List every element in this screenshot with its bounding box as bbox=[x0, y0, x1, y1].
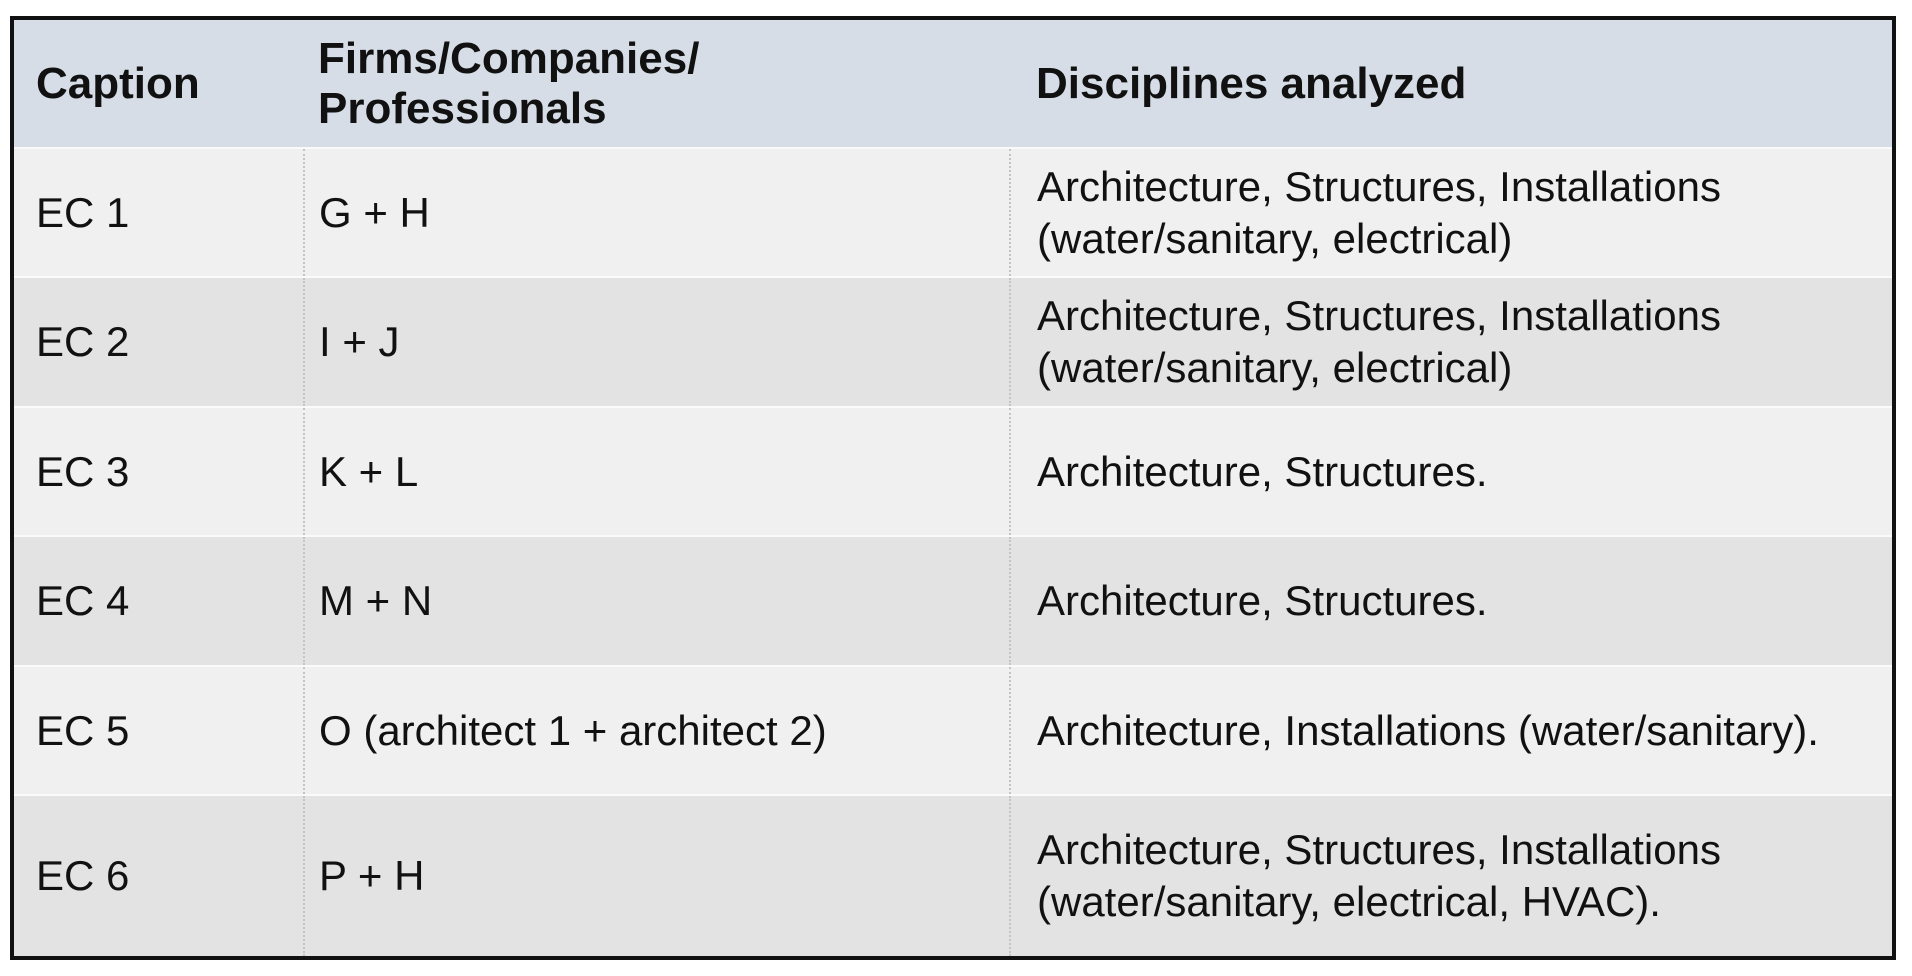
disciplines-table-frame: Caption Firms/Companies/ Professionals D… bbox=[10, 16, 1896, 960]
cell-disciplines: Architecture, Installations (water/sanit… bbox=[1009, 665, 1892, 796]
cell-caption: EC 1 bbox=[14, 148, 304, 278]
header-disciplines: Disciplines analyzed bbox=[1010, 20, 1892, 148]
table-header-row: Caption Firms/Companies/ Professionals D… bbox=[14, 20, 1892, 148]
cell-disciplines: Architecture, Structures, Installations … bbox=[1009, 148, 1892, 278]
cell-caption: EC 3 bbox=[14, 406, 304, 537]
cell-firms: O (architect 1 + architect 2) bbox=[303, 665, 1010, 796]
table-row: EC 2 I + J Architecture, Structures, Ins… bbox=[14, 277, 1892, 407]
cell-disciplines: Architecture, Structures. bbox=[1009, 536, 1892, 666]
cell-firms: I + J bbox=[303, 277, 1010, 407]
table-row: EC 1 G + H Architecture, Structures, Ins… bbox=[14, 148, 1892, 278]
cell-caption: EC 6 bbox=[14, 795, 304, 956]
cell-firms: P + H bbox=[303, 795, 1010, 956]
cell-disciplines: Architecture, Structures, Installations … bbox=[1009, 277, 1892, 407]
cell-caption: EC 5 bbox=[14, 665, 304, 796]
cell-disciplines: Architecture, Structures, Installations … bbox=[1009, 795, 1892, 956]
disciplines-table: Caption Firms/Companies/ Professionals D… bbox=[14, 20, 1892, 956]
cell-caption: EC 2 bbox=[14, 277, 304, 407]
header-firms: Firms/Companies/ Professionals bbox=[304, 20, 1010, 148]
cell-firms: G + H bbox=[303, 148, 1010, 278]
table-row: EC 3 K + L Architecture, Structures. bbox=[14, 406, 1892, 537]
table-row: EC 5 O (architect 1 + architect 2) Archi… bbox=[14, 665, 1892, 796]
cell-firms: M + N bbox=[303, 536, 1010, 666]
header-caption: Caption bbox=[14, 20, 304, 148]
cell-firms: K + L bbox=[303, 406, 1010, 537]
table-row: EC 4 M + N Architecture, Structures. bbox=[14, 536, 1892, 666]
cell-disciplines: Architecture, Structures. bbox=[1009, 406, 1892, 537]
table-row: EC 6 P + H Architecture, Structures, Ins… bbox=[14, 795, 1892, 956]
cell-caption: EC 4 bbox=[14, 536, 304, 666]
